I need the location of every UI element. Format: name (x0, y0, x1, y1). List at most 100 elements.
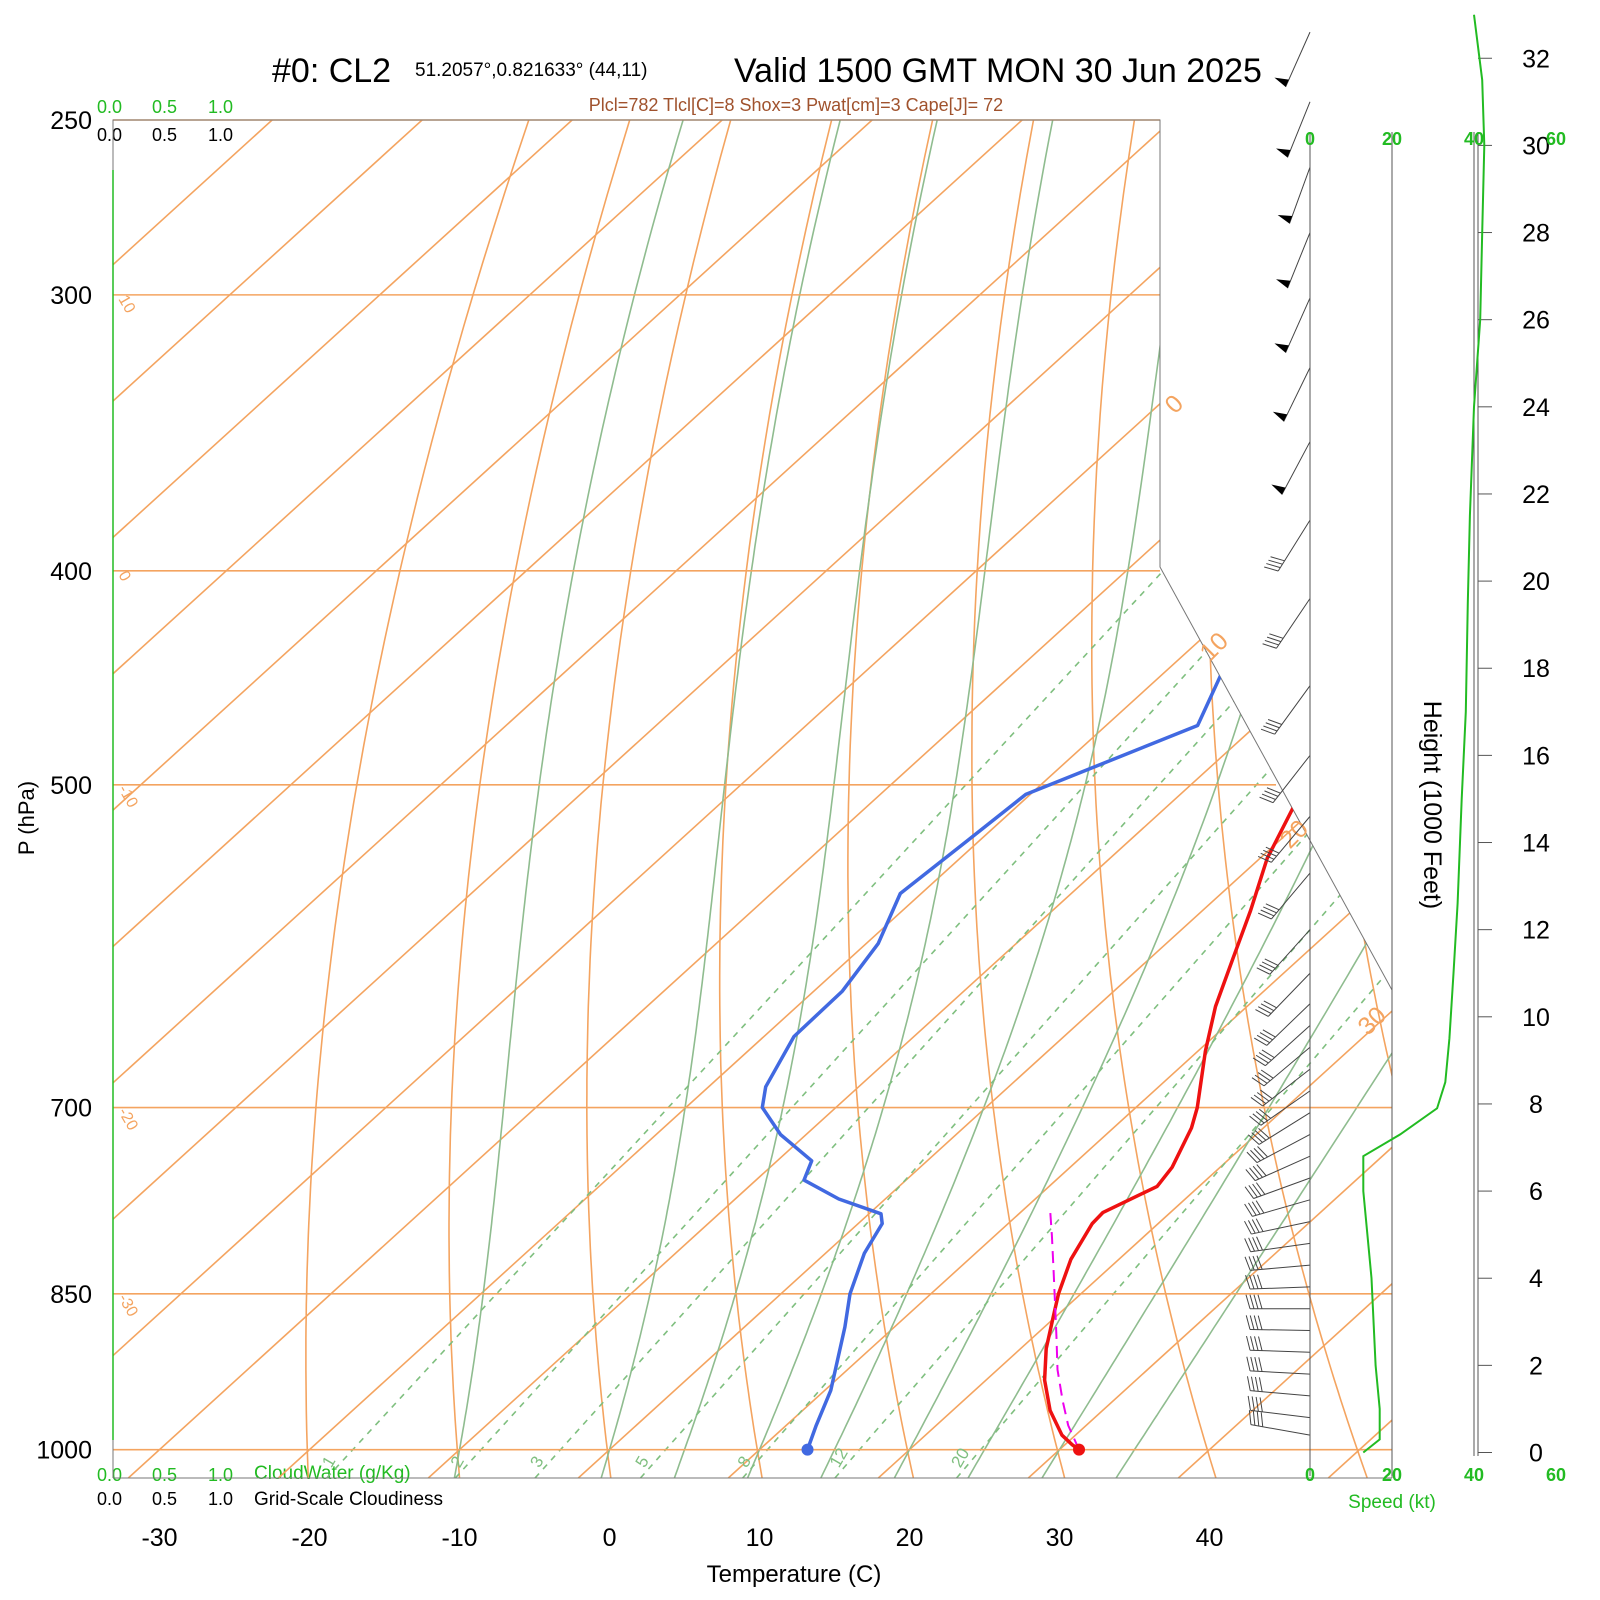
wind-barb-flag (1260, 909, 1275, 917)
wind-barb-flag (1254, 1130, 1267, 1141)
wind-barb-shaft (1276, 598, 1311, 649)
temperature-tick-label: 30 (1046, 1524, 1074, 1552)
wind-barb-shaft (1253, 1177, 1311, 1199)
wind-barb-flag (1252, 1237, 1259, 1251)
wind-barb-flag (1244, 1238, 1252, 1252)
x-axis-title: Temperature (C) (707, 1561, 882, 1588)
stability-indices: Plcl=782 Tlcl[C]=8 Shox=3 Pwat[cm]=3 Cap… (589, 95, 1003, 115)
pressure-tick-label: 300 (50, 282, 92, 310)
cloud-bottom-black-1: 0.5 (152, 1489, 177, 1509)
wind-barb-flag (1249, 1294, 1255, 1309)
height-tick-label: 32 (1522, 45, 1550, 73)
wind-barb-flag (1258, 1127, 1270, 1139)
wind-barb-flag (1249, 1167, 1260, 1180)
height-tick-label: 10 (1522, 1004, 1550, 1032)
location-label: 51.2057°,0.821633° (44,11) (415, 60, 647, 81)
cloudiness-label: Grid-Scale Cloudiness (254, 1489, 443, 1510)
wind-barb-flag (1249, 1315, 1255, 1330)
temperature-tick-label: -20 (291, 1524, 327, 1552)
wind-barb-shaft (1287, 232, 1311, 289)
wind-barb-flag (1260, 728, 1275, 735)
speed-tick-label-bottom: 20 (1382, 1465, 1402, 1485)
wind-barb-flag (1260, 852, 1275, 860)
wind-barb-flag (1264, 958, 1279, 966)
wind-barb-flag (1257, 1315, 1263, 1330)
wind-barb-shaft (1265, 1025, 1311, 1067)
wind-barb-shaft (1251, 1221, 1311, 1235)
wind-barb-flag (1257, 855, 1272, 863)
isotherm-line (113, 120, 573, 1478)
wind-barb-flag (1250, 1356, 1255, 1372)
cloud-top-green-1: 0.5 (152, 97, 177, 117)
moist-adiabat-line (1115, 120, 1392, 1478)
wind-barb-flag (1254, 1336, 1259, 1351)
height-tick-label: 6 (1529, 1178, 1543, 1206)
dry-adiabat-label: 10 (1194, 627, 1233, 666)
wind-barb-shaft (1281, 441, 1311, 495)
dry-adiabat-line (718, 120, 833, 1478)
mixing-ratio-line (742, 570, 1392, 1478)
height-tick-label: 8 (1529, 1091, 1543, 1119)
pressure-tick-label: 500 (50, 772, 92, 800)
wind-barb-flag (1262, 643, 1277, 649)
wind-barb-flag (1254, 1074, 1268, 1084)
wind-barb (1248, 1410, 1311, 1436)
temperature-tick-label: -30 (141, 1524, 177, 1552)
dewpoint-profile-line (760, 175, 1330, 1451)
wind-barb-shaft (1267, 972, 1311, 1017)
wind-barb-flag (1255, 1111, 1268, 1122)
wind-barb-shaft (1250, 1409, 1311, 1419)
wind-barb-flag (1258, 1377, 1263, 1392)
cloud-scale-bottom: 0.0 0.5 1.0 CloudWater (g/Kg) 0.0 0.5 1.… (97, 1463, 443, 1510)
wind-barb-flag (1265, 722, 1280, 729)
wind-barb-flag (1253, 1094, 1267, 1104)
wind-barb-flag (1251, 1396, 1255, 1411)
wind-barb (1244, 1177, 1311, 1199)
wind-barb-flag (1252, 1410, 1256, 1426)
wind-barb-flag (1258, 1052, 1272, 1061)
wind-barb (1245, 1274, 1311, 1290)
y-axis-title: P (hPa) (14, 781, 39, 855)
wind-barb (1244, 1218, 1311, 1235)
wind-barb (1247, 1112, 1311, 1145)
wind-barb-flag (1264, 639, 1279, 646)
wind-barb-shaft (1250, 1328, 1311, 1332)
wind-barb (1244, 1255, 1311, 1271)
wind-barb (1276, 101, 1311, 158)
cloud-bottom-black-2: 1.0 (208, 1489, 233, 1509)
speed-tick-label-bottom: 60 (1546, 1465, 1566, 1485)
wind-barb-flag (1250, 1376, 1255, 1392)
wind-barb-flag (1248, 1185, 1258, 1198)
wind-barb (1255, 972, 1311, 1017)
wind-barb (1276, 232, 1311, 289)
wind-barb-shaft (1258, 1112, 1311, 1145)
wind-barb-shaft (1252, 1199, 1311, 1217)
wind-barb-flag (1257, 912, 1272, 920)
wind-barb-shaft (1272, 755, 1311, 803)
wind-barb-flag (1245, 1294, 1251, 1309)
wind-barb (1256, 929, 1311, 975)
height-tick-label: 18 (1522, 655, 1550, 683)
wind-barb-flag (1260, 1089, 1273, 1100)
height-tick-label: 20 (1522, 568, 1550, 596)
parcel-path-line (1049, 1212, 1080, 1451)
wind-speed-line (1362, 14, 1486, 1454)
wind-barb-shaft (1285, 31, 1311, 88)
moist-adiabat-line (746, 120, 1054, 1478)
isotherm-label: -30 (115, 1291, 141, 1320)
mixing-ratio-line (454, 570, 1281, 1478)
temperature-tick-label: 0 (603, 1524, 617, 1552)
wind-barb-flag (1245, 1315, 1251, 1330)
speed-tick-label-top: 0 (1305, 129, 1315, 149)
wind-barb-pennant (1271, 484, 1286, 495)
cloud-bottom-green-1: 0.5 (152, 1465, 177, 1485)
wind-barb-flag (1245, 1169, 1256, 1181)
wind-barbs (1244, 31, 1311, 1436)
wind-barb-shaft (1250, 1286, 1311, 1290)
wind-barb-shaft (1271, 872, 1311, 920)
temperature-profile-line (1042, 175, 1392, 1452)
wind-barb (1246, 1133, 1311, 1164)
wind-barb-flag (1259, 1108, 1271, 1119)
